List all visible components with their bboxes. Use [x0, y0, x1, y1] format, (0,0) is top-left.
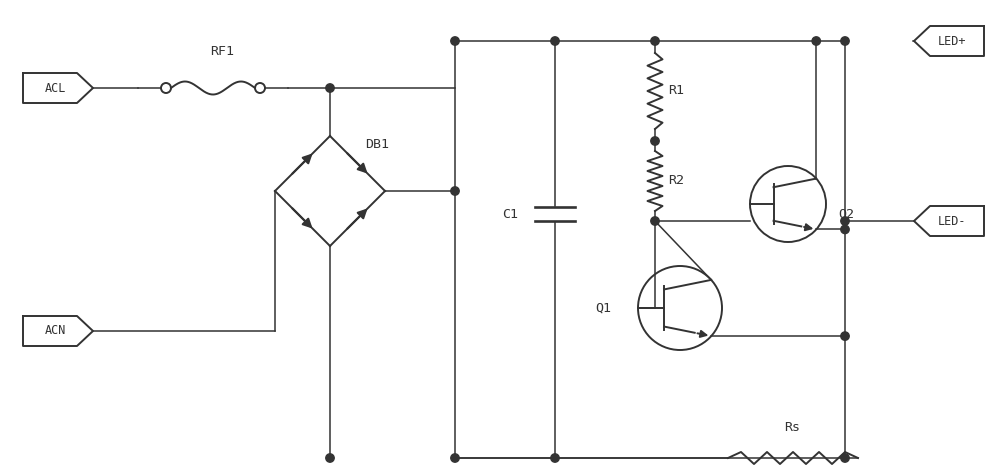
Text: R1: R1: [668, 85, 684, 98]
Circle shape: [551, 454, 559, 462]
Text: ACL: ACL: [44, 81, 66, 95]
Circle shape: [841, 37, 849, 45]
Text: Q1: Q1: [595, 301, 611, 315]
Text: Q2: Q2: [838, 208, 854, 220]
Text: Rs: Rs: [784, 421, 800, 434]
Text: ACN: ACN: [44, 325, 66, 337]
Circle shape: [551, 37, 559, 45]
Circle shape: [326, 84, 334, 92]
Circle shape: [326, 454, 334, 462]
Text: LED+: LED+: [938, 34, 966, 48]
Circle shape: [451, 454, 459, 462]
Circle shape: [841, 217, 849, 225]
Circle shape: [841, 454, 849, 462]
Text: C1: C1: [502, 208, 518, 220]
Text: DB1: DB1: [365, 138, 389, 150]
Circle shape: [451, 37, 459, 45]
Text: RF1: RF1: [210, 45, 234, 58]
Circle shape: [451, 187, 459, 195]
Text: R2: R2: [668, 175, 684, 188]
Text: LED-: LED-: [938, 215, 966, 228]
Circle shape: [651, 217, 659, 225]
Circle shape: [812, 37, 820, 45]
Circle shape: [841, 332, 849, 340]
Circle shape: [651, 137, 659, 145]
Circle shape: [651, 37, 659, 45]
Circle shape: [841, 225, 849, 234]
